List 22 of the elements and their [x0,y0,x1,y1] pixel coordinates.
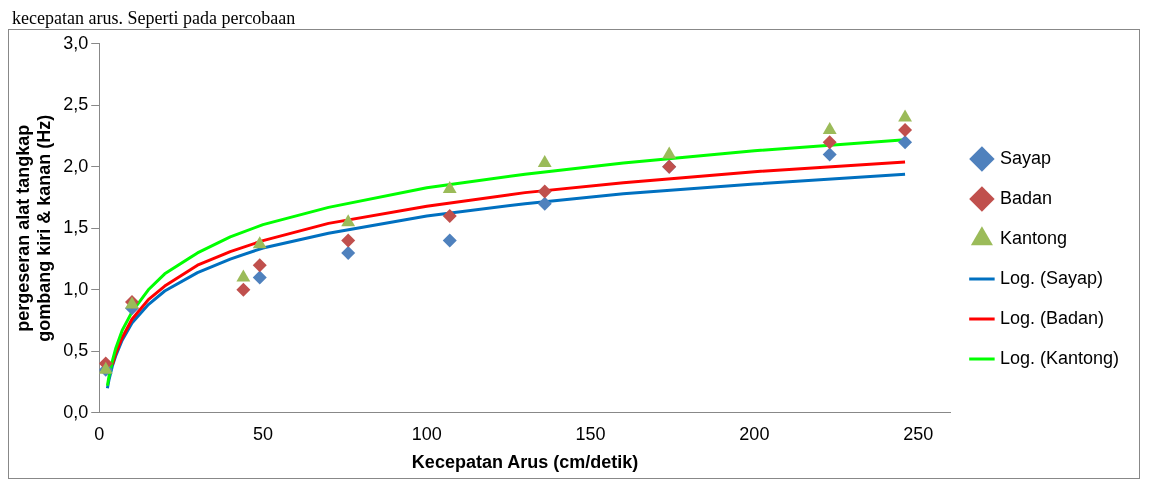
y-tick-label: 2,0 [63,155,89,176]
text: kecepatan arus. Seperti pada percobaan [12,8,297,29]
y-tick-label: 3,0 [63,32,89,53]
x-tick-label: 100 [411,423,442,444]
x-tick-label: 150 [575,423,606,444]
x-axis-title: Kecepatan Arus (cm/detik) [411,452,639,473]
x-tick-label: 0 [94,423,105,444]
legend-label: Badan [999,187,1052,208]
x-tick-label: 250 [903,423,934,444]
x-tick-label: 200 [739,423,770,444]
x-tick-label: 50 [252,423,274,444]
legend-label: Log. (Badan) [999,307,1104,328]
y-tick-label: 0,5 [63,340,89,361]
legend-label: Kantong [999,227,1067,248]
legend-label: Log. (Kantong) [999,347,1120,368]
legend-label: Sayap [999,147,1051,168]
y-tick-label: 1,5 [63,217,89,238]
y-tick-label: 0,0 [63,401,89,422]
y-tick-label: 1,0 [63,278,89,299]
y-axis-title: pergeseran alat tangkap gombang kiri & kanan (Hz) [12,114,55,342]
legend-label: Log. (Sayap) [999,267,1103,288]
y-tick-label: 2,5 [63,94,89,115]
